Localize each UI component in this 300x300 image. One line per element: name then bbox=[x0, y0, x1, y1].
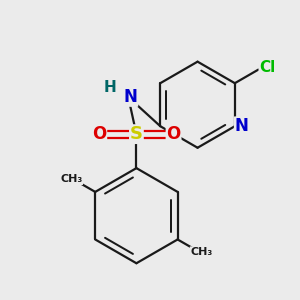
Text: CH₃: CH₃ bbox=[190, 247, 213, 257]
Text: O: O bbox=[92, 125, 106, 143]
Text: Cl: Cl bbox=[259, 60, 276, 75]
Text: N: N bbox=[124, 88, 137, 106]
Text: N: N bbox=[235, 117, 249, 135]
Text: S: S bbox=[130, 125, 143, 143]
Text: H: H bbox=[104, 80, 116, 95]
Text: O: O bbox=[167, 125, 181, 143]
Text: CH₃: CH₃ bbox=[60, 174, 82, 184]
